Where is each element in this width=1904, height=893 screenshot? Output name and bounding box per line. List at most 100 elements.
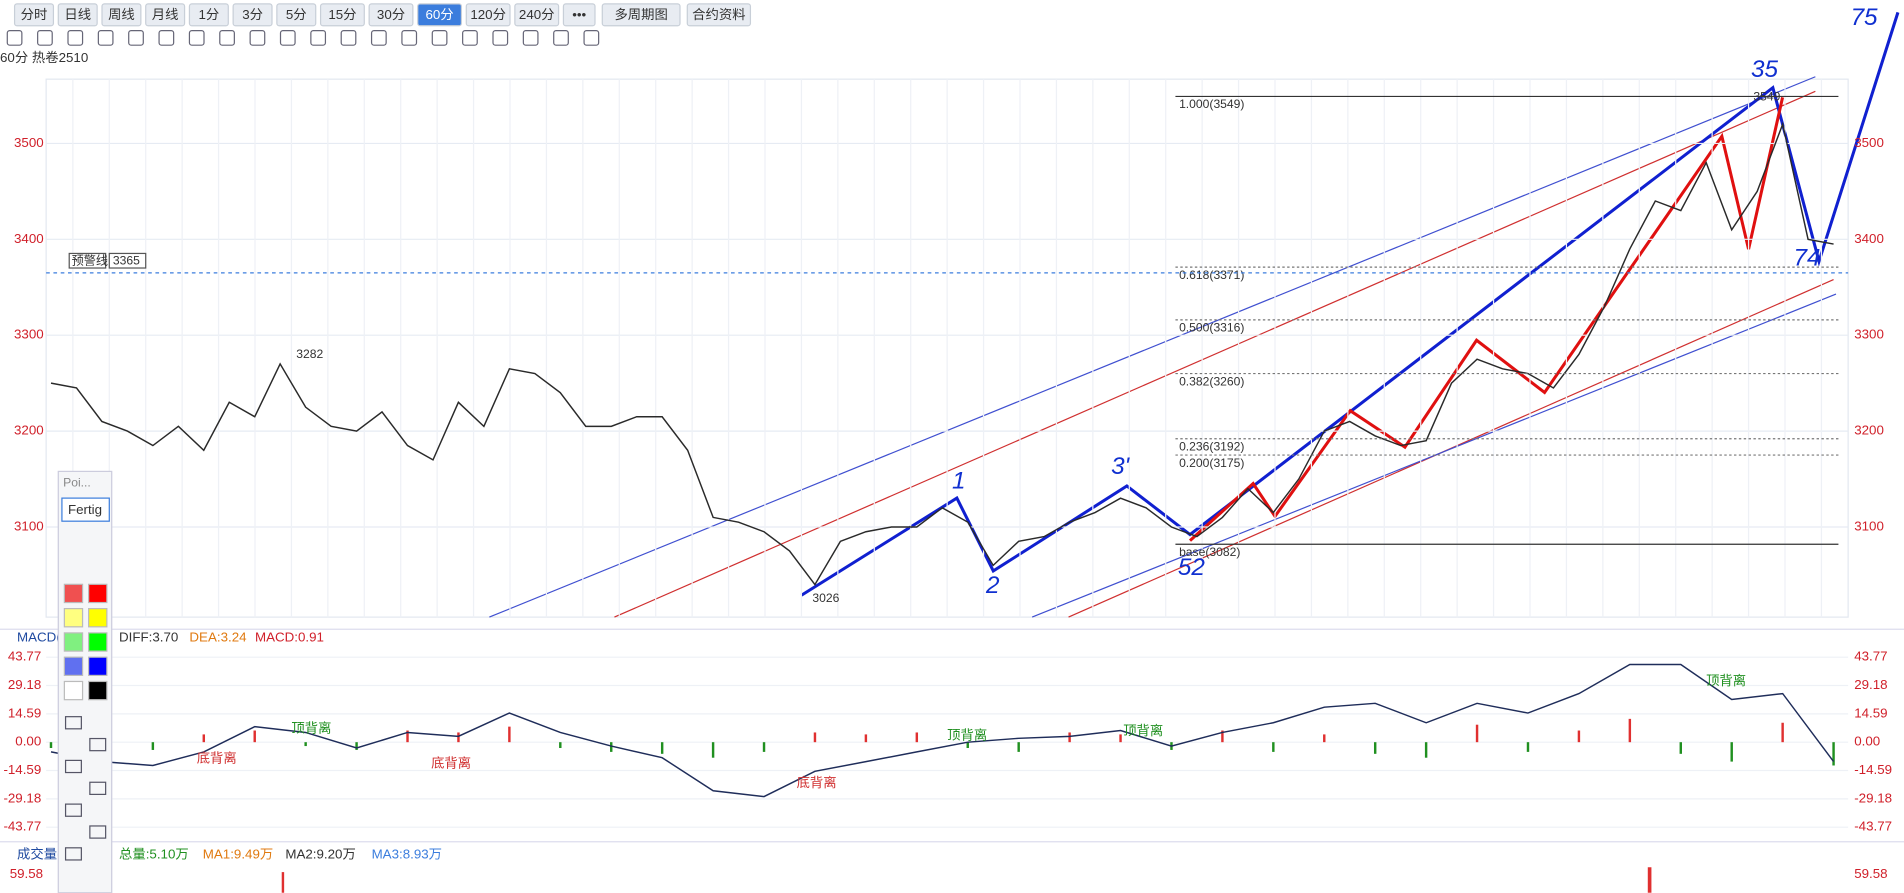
- divergence-label: 顶背离: [947, 727, 987, 743]
- fib-label: base(3082): [1179, 545, 1240, 559]
- period-button[interactable]: [514, 3, 560, 27]
- tool-icon[interactable]: [492, 29, 509, 46]
- macd-bar: [610, 742, 613, 752]
- period-button[interactable]: [188, 3, 229, 27]
- macd-bar: [1323, 734, 1326, 743]
- tool-icon[interactable]: [37, 29, 53, 46]
- toolbox-done[interactable]: [61, 497, 110, 522]
- tool-icon[interactable]: [249, 29, 266, 46]
- tool-icon[interactable]: [340, 29, 357, 46]
- tool-icon[interactable]: [128, 29, 144, 46]
- wave-blue: [800, 11, 1900, 597]
- y-tick-label: 3400: [14, 231, 44, 246]
- tool-icon[interactable]: [583, 29, 600, 46]
- tool-icon[interactable]: [64, 759, 82, 774]
- fib-label: 0.236(3192): [1179, 439, 1244, 453]
- macd-tick-label: -43.77: [3, 819, 41, 834]
- tool-icon[interactable]: [158, 29, 175, 46]
- tool-icon[interactable]: [188, 29, 205, 46]
- diff-line: [50, 663, 1835, 798]
- toolbar-button[interactable]: [686, 3, 752, 27]
- divergence-label: 底背离: [797, 774, 837, 790]
- tool-icon[interactable]: [553, 29, 569, 46]
- tool-icon[interactable]: [64, 847, 82, 861]
- color-swatch[interactable]: [63, 656, 84, 676]
- period-button[interactable]: [465, 3, 511, 27]
- period-button[interactable]: [232, 3, 273, 27]
- toolbar-button[interactable]: [601, 3, 681, 27]
- period-button[interactable]: [368, 3, 414, 27]
- handwritten-label: 74: [1794, 244, 1821, 271]
- toolbox-title: Poi...: [63, 476, 91, 490]
- tool-icon[interactable]: [89, 825, 107, 839]
- macd-bar: [49, 742, 53, 749]
- period-button[interactable]: [13, 3, 55, 27]
- y-tick-label: 3200: [1854, 423, 1884, 438]
- period-label: 3分: [242, 7, 263, 22]
- color-swatch[interactable]: [63, 583, 84, 604]
- macd-bar: [1475, 724, 1479, 743]
- macd-bar: [1272, 742, 1275, 752]
- y-tick-label: 3300: [14, 327, 44, 342]
- tool-icon[interactable]: [219, 29, 235, 46]
- volume-header: MA2:9.20万: [285, 847, 355, 862]
- divergence-label: 顶背离: [1706, 672, 1746, 688]
- handwritten-label: 52: [1178, 554, 1205, 581]
- period-button[interactable]: [101, 3, 142, 27]
- tool-icon[interactable]: [64, 803, 82, 817]
- tool-icon[interactable]: [462, 29, 478, 46]
- tool-icon[interactable]: [97, 29, 114, 46]
- volume-bar: [281, 872, 285, 893]
- color-swatch[interactable]: [63, 632, 84, 652]
- period-button[interactable]: [276, 3, 317, 27]
- macd-tick-label: -29.18: [3, 790, 41, 805]
- period-label: 120分: [470, 7, 506, 22]
- period-label: 分时: [21, 7, 48, 22]
- period-button[interactable]: [319, 3, 365, 27]
- period-button[interactable]: [417, 3, 463, 27]
- period-label: 240分: [519, 7, 555, 22]
- tool-icon[interactable]: [89, 737, 107, 752]
- color-swatch[interactable]: [88, 656, 108, 676]
- tool-icon[interactable]: [64, 716, 82, 730]
- tool-icon[interactable]: [89, 781, 107, 795]
- period-button[interactable]: [57, 3, 98, 27]
- macd-tick-label: 43.77: [8, 649, 41, 664]
- macd-bar: [508, 726, 511, 743]
- macd-bar: [202, 734, 206, 743]
- macd-bar: [1221, 730, 1224, 743]
- fib-label: 0.618(3371): [1179, 268, 1244, 282]
- tool-icon[interactable]: [67, 29, 84, 46]
- macd-tick-label: 14.59: [1854, 705, 1887, 720]
- handwritten-label: 35: [1751, 56, 1778, 83]
- handwritten-label: 1: [952, 468, 966, 495]
- color-swatch[interactable]: [88, 680, 108, 701]
- color-swatch[interactable]: [88, 632, 108, 652]
- y-tick-label: 3100: [1854, 519, 1884, 534]
- tool-icon[interactable]: [310, 29, 327, 46]
- tool-icon[interactable]: [431, 29, 448, 46]
- macd-tick-label: 0.00: [1854, 734, 1880, 749]
- tool-icon[interactable]: [401, 29, 418, 46]
- tool-icon[interactable]: [370, 29, 387, 46]
- macd-tick-label: -43.77: [1854, 819, 1892, 834]
- macd-tick-label: -29.18: [1854, 790, 1892, 805]
- wave-red: [1188, 97, 1785, 542]
- color-swatch[interactable]: [88, 583, 108, 604]
- period-button[interactable]: [145, 3, 186, 27]
- color-swatch[interactable]: [88, 608, 108, 628]
- toolbar-label: •••: [572, 7, 586, 22]
- price-annotation: 3282: [296, 347, 323, 361]
- color-swatch[interactable]: [63, 680, 84, 701]
- divergence-label: 顶背离: [1123, 722, 1163, 738]
- macd-bar: [1373, 742, 1377, 754]
- tool-icon[interactable]: [6, 29, 23, 46]
- tool-icon[interactable]: [279, 29, 296, 46]
- period-label: 月线: [152, 7, 179, 22]
- tool-icon[interactable]: [522, 29, 539, 46]
- color-swatch[interactable]: [63, 608, 84, 628]
- toolbar-button[interactable]: [562, 3, 596, 27]
- divergence-label: 底背离: [431, 755, 471, 771]
- volume-header: MA3:8.93万: [372, 847, 442, 862]
